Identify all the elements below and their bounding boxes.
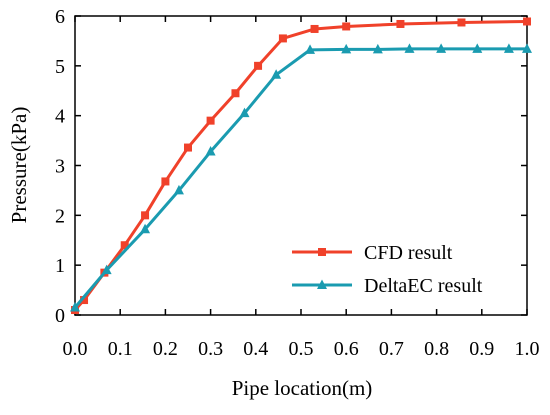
data-point [184, 143, 192, 152]
data-point [161, 177, 170, 186]
series-deltaec [70, 43, 532, 312]
y-tick-label: 6 [55, 6, 65, 28]
legend-marker [317, 279, 327, 289]
x-tick-label: 0.7 [379, 338, 404, 360]
data-point [120, 241, 129, 250]
y-tick-label: 1 [55, 255, 65, 277]
data-point [254, 61, 263, 70]
data-point [278, 34, 287, 43]
data-point [457, 18, 466, 27]
data-point [239, 107, 250, 118]
data-point [472, 43, 483, 53]
y-tick-label: 4 [55, 106, 65, 128]
data-point [173, 184, 184, 195]
data-point [205, 146, 216, 156]
data-point [404, 43, 415, 53]
x-tick-label: 0.2 [153, 338, 178, 360]
data-point [372, 43, 383, 54]
data-point [522, 43, 532, 53]
x-tick-label: 1.0 [515, 338, 540, 360]
y-tick-label: 2 [55, 205, 65, 227]
data-point [80, 296, 89, 305]
data-point [305, 44, 316, 54]
data-point [101, 264, 112, 275]
y-axis-title: Pressure(kPa) [7, 107, 31, 224]
data-point [231, 89, 240, 98]
legend-marker [318, 248, 326, 256]
legend: CFD result DeltaEC result [292, 242, 483, 297]
data-point [342, 22, 351, 31]
plot-frame [74, 15, 528, 316]
data-point [271, 69, 282, 79]
data-point [503, 43, 514, 53]
data-point [310, 24, 319, 33]
axes: 0.0 0.1 0.2 0.3 0.4 0.5 0.6 0.7 0.8 0.9 1.0 0 1 2 3 4 5 6 [55, 6, 540, 360]
y-tick-label: 5 [55, 56, 65, 78]
legend-label: CFD result [364, 242, 453, 264]
x-tick-label: 0.8 [424, 338, 449, 360]
data-point [140, 223, 151, 234]
data-point [70, 302, 80, 312]
x-tick-label: 0.9 [469, 338, 494, 360]
data-point [141, 211, 150, 220]
data-point [206, 116, 215, 125]
series-layer [70, 17, 532, 315]
series-line [73, 47, 527, 309]
y-tick-label: 3 [55, 156, 65, 178]
data-point [523, 17, 531, 26]
x-tick-label: 0.6 [334, 338, 359, 360]
x-tick-label: 0.1 [108, 338, 133, 360]
y-tick-label: 0 [55, 305, 65, 327]
legend-label: DeltaEC result [364, 275, 483, 297]
x-tick-label: 0.4 [243, 338, 268, 360]
data-point [436, 43, 447, 53]
x-axis-title: Pipe location(m) [232, 376, 373, 400]
data-point [341, 43, 352, 54]
x-tick-label: 0.0 [63, 338, 88, 360]
data-point [396, 19, 405, 28]
x-tick-label: 0.3 [198, 338, 223, 360]
series-line [73, 19, 528, 312]
x-tick-label: 0.5 [289, 338, 314, 360]
series-cfd [71, 17, 531, 315]
